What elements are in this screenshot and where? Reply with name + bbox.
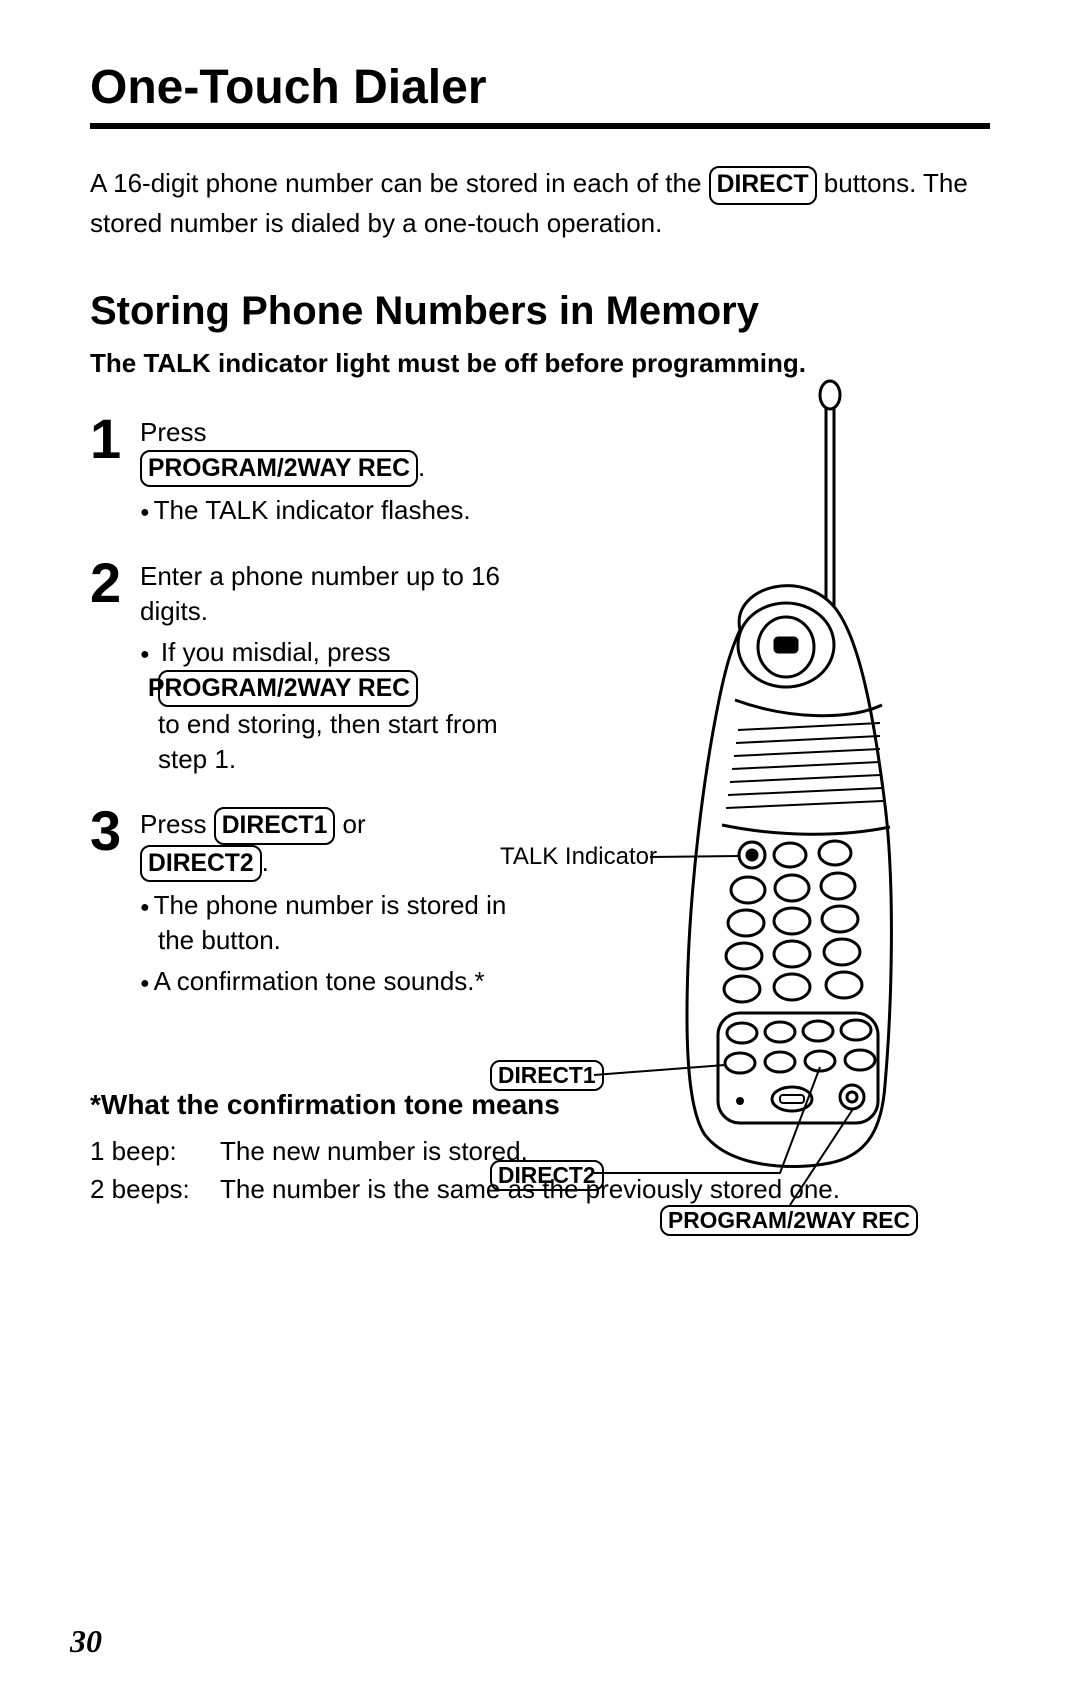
handset-svg: [490, 365, 990, 1235]
step-1: 1 Press PROGRAM/2WAY REC. The TALK indic…: [90, 415, 520, 529]
direct2-label: DIRECT2: [140, 845, 262, 882]
step-text: or: [335, 809, 365, 839]
step-3: 3 Press DIRECT1 or DIRECT2. The phone nu…: [90, 807, 520, 999]
step-text: Enter a phone number up to 16 digits.: [140, 559, 520, 629]
step-bullet: If you misdial, press PROGRAM/2WAY REC t…: [140, 635, 520, 778]
step-bullet: The TALK indicator flashes.: [140, 493, 471, 528]
step-text: to end storing, then start from step 1.: [158, 709, 498, 774]
tone-value: The new number is stored.: [220, 1133, 528, 1171]
title-rule: [90, 123, 990, 129]
step-text: Press: [140, 415, 471, 450]
section-heading: Storing Phone Numbers in Memory: [90, 289, 990, 334]
intro-paragraph: A 16-digit phone number can be stored in…: [90, 165, 990, 241]
steps-column: 1 Press PROGRAM/2WAY REC. The TALK indic…: [90, 415, 520, 1029]
step-number: 1: [90, 411, 140, 529]
step-number: 3: [90, 803, 140, 999]
tone-key: 1 beep:: [90, 1133, 220, 1171]
step-text: If you misdial, press: [161, 637, 391, 667]
direct-button-label: DIRECT: [709, 166, 817, 205]
step-bullet: A confirmation tone sounds.*: [140, 964, 520, 999]
page-title: One-Touch Dialer: [90, 60, 990, 115]
program-2way-rec-label: PROGRAM/2WAY REC: [140, 450, 418, 487]
program-2way-rec-label: PROGRAM/2WAY REC: [158, 670, 418, 707]
step-text: .: [418, 452, 425, 482]
tone-key: 2 beeps:: [90, 1171, 220, 1209]
direct1-label: DIRECT1: [214, 807, 336, 844]
step-bullet: The phone number is stored in the button…: [140, 888, 520, 958]
step-2: 2 Enter a phone number up to 16 digits. …: [90, 559, 520, 778]
steps-area: 1 Press PROGRAM/2WAY REC. The TALK indic…: [90, 415, 990, 1029]
step-number: 2: [90, 555, 140, 778]
step-text: Press: [140, 809, 214, 839]
page-number: 30: [70, 1623, 102, 1660]
intro-text-pre: A 16-digit phone number can be stored in…: [90, 168, 709, 198]
step-text: .: [262, 847, 269, 877]
